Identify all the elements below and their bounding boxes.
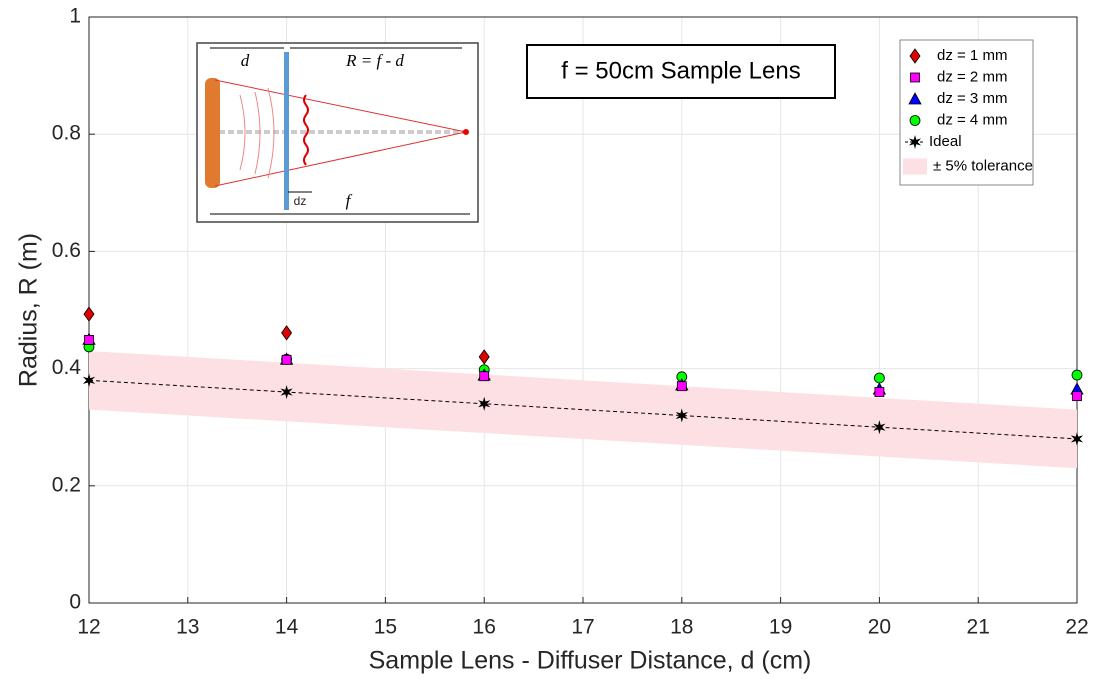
focal-point <box>463 129 469 135</box>
inset-label: R = f - d <box>345 51 404 70</box>
marker <box>676 381 687 392</box>
legend-label: dz = 2 mm <box>937 68 1007 85</box>
marker <box>82 373 96 388</box>
x-tick-label: 17 <box>571 616 594 639</box>
x-tick-label: 20 <box>868 616 891 639</box>
ideal-line <box>88 379 1078 440</box>
y-tick-label: 0.2 <box>52 473 81 496</box>
inset-label: dz <box>294 194 307 208</box>
inset-diagram: d R = f - d dz f <box>196 42 479 223</box>
x-tick-label: 13 <box>176 616 199 639</box>
x-tick-label: 15 <box>374 616 397 639</box>
marker <box>1071 369 1083 381</box>
marker <box>874 387 885 397</box>
tolerance-band <box>89 351 1077 469</box>
x-tick-label: 16 <box>473 616 496 639</box>
x-tick-label: 19 <box>769 616 792 639</box>
x-tick-label: 14 <box>275 616 299 639</box>
ray <box>214 79 467 133</box>
marker <box>478 396 491 411</box>
marker <box>675 408 688 423</box>
diffuser <box>284 52 289 210</box>
marker <box>908 134 922 150</box>
marker <box>478 349 490 365</box>
marker <box>280 384 293 400</box>
y-tick-label: 0.6 <box>52 239 81 262</box>
marker <box>84 334 94 345</box>
x-tick-label: 12 <box>77 616 100 639</box>
marker <box>1072 391 1082 402</box>
y-tick-label: 1 <box>69 5 81 28</box>
legend-label: dz = 3 mm <box>937 90 1007 107</box>
legend-label: dz = 4 mm <box>937 111 1007 128</box>
marker <box>1070 431 1084 446</box>
annotation: f = 50cm Sample Lens <box>561 57 800 84</box>
y-tick-label: 0.8 <box>52 122 81 145</box>
wavefront <box>239 87 275 179</box>
marker <box>873 420 886 435</box>
wavefront <box>303 94 309 166</box>
marker <box>910 72 920 83</box>
legend: dz = 1 mm dz = 2 mm dz = 3 mm dz = 4 mm Idea… <box>903 47 1033 175</box>
marker <box>281 325 293 341</box>
x-tick-label: 21 <box>967 616 990 639</box>
x-axis-label: Sample Lens - Diffuser Distance, d (cm) <box>369 647 812 675</box>
marker <box>479 371 490 382</box>
ray <box>214 131 467 187</box>
legend-swatch <box>903 158 927 175</box>
legend-label: dz = 1 mm <box>937 47 1007 64</box>
x-tick-label: 22 <box>1065 616 1088 639</box>
marker <box>909 115 921 126</box>
marker <box>908 92 922 105</box>
legend-label: Ideal <box>929 133 962 150</box>
inset-label: d <box>241 51 250 70</box>
lens <box>205 78 220 188</box>
inset-label: f <box>346 191 353 210</box>
annotation-box <box>526 44 836 99</box>
y-tick-label: 0 <box>69 591 81 614</box>
marker <box>909 48 921 64</box>
marker <box>281 354 292 365</box>
marker <box>83 306 95 322</box>
legend-label: ± 5% tolerance <box>933 157 1033 174</box>
y-axis-label: Radius, R (m) <box>15 233 43 387</box>
x-tick-label: 18 <box>670 616 693 639</box>
y-tick-label: 0.4 <box>52 356 82 379</box>
marker <box>874 372 885 384</box>
